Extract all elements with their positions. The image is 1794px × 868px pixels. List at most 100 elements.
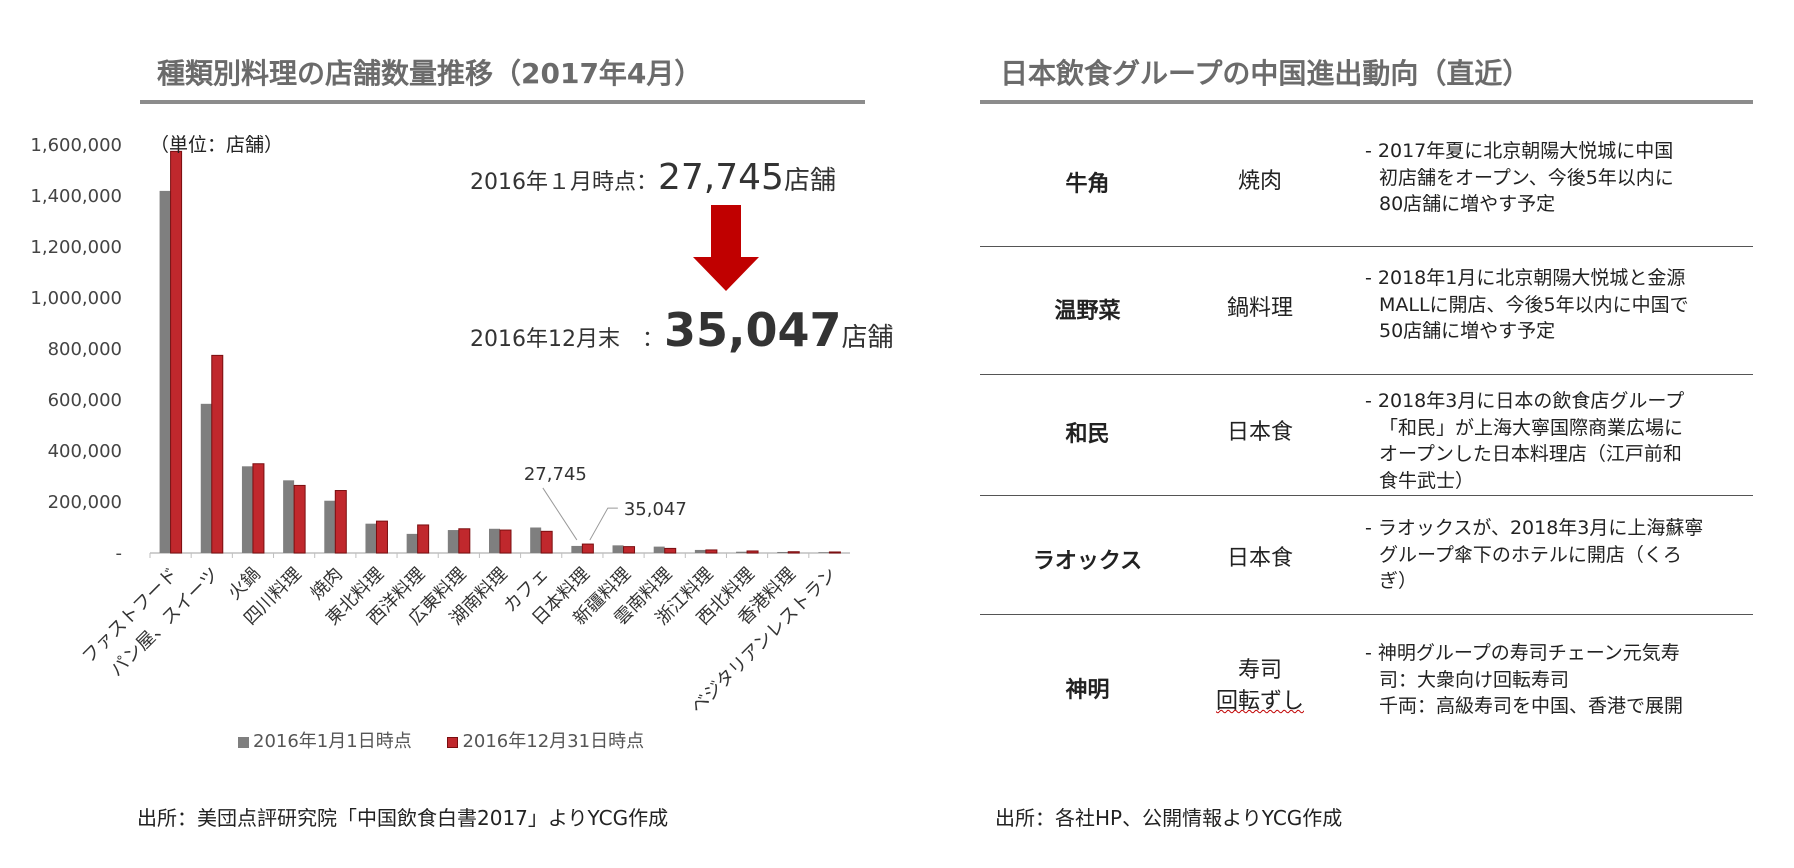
bar-jan-2016: [241, 466, 253, 553]
bar-jan-2016: [571, 545, 583, 553]
legend-label-dec: 2016年12月31日時点: [462, 731, 645, 752]
desc-line: 80店舗に増やす予定: [1379, 193, 1556, 216]
row-description: - ラオックスが、2018年3月に上海蘇寧 グループ傘下のホテルに開店（くろ ぎ…: [1365, 515, 1740, 595]
cuisine-line: 日本食: [1226, 420, 1293, 445]
row-description: - 2017年夏に北京朝陽大悦城に中国 初店舗をオープン、今後5年以内に 80店…: [1365, 138, 1740, 218]
bar-jan-2016: [324, 500, 336, 553]
y-tick-label: 600,000: [48, 390, 122, 411]
bar-jan-2016: [612, 545, 624, 553]
y-tick-label: 400,000: [48, 441, 122, 462]
row-description: - 神明グループの寿司チェーン元気寿 司：大衆向け回転寿司 千両：高級寿司を中国…: [1365, 640, 1740, 720]
legend-swatch-red: [447, 736, 459, 748]
bar-dec-2016: [540, 530, 553, 554]
desc-line: 千両：高級寿司を中国、香港で展開: [1379, 695, 1684, 718]
kpi-dec: 2016年12月末 ：35,047店舗: [470, 303, 894, 357]
annotation-leader: [589, 507, 618, 541]
cuisine-line: 鍋料理: [1226, 296, 1293, 321]
bar-dec-2016: [417, 524, 430, 554]
kpi-jan-label: 2016年１月時点：: [470, 170, 658, 195]
cuisine-line: 寿司: [1237, 658, 1282, 683]
bar-jan-2016: [200, 403, 212, 553]
bar-chart: - 200,000 400,000 600,000 800,000 1,000,000 1,…: [30, 135, 850, 718]
bar-dec-2016: [334, 490, 347, 554]
y-tick-label: 1,400,000: [30, 186, 122, 207]
y-tick-label: 200,000: [48, 492, 122, 513]
bar-dec-2016: [705, 549, 718, 554]
bar-dec-2016: [828, 551, 841, 554]
desc-line: - 2017年夏に北京朝陽大悦城に中国: [1365, 140, 1674, 162]
legend-swatch-gray: [238, 736, 249, 748]
kpi-dec-label: 2016年12月末 ：: [470, 327, 664, 352]
cuisine-type: 日本食: [1185, 418, 1335, 449]
desc-line: - 神明グループの寿司チェーン元気寿: [1365, 642, 1680, 664]
desc-line: 50店舗に増やす予定: [1379, 320, 1556, 343]
bar-dec-2016: [252, 463, 265, 554]
desc-line: オープンした日本料理店（江戸前和: [1379, 443, 1682, 466]
bar-jan-2016: [365, 523, 377, 553]
brand-name: 牛角: [1065, 172, 1110, 197]
bar-dec-2016: [375, 520, 388, 554]
bar-jan-2016: [283, 480, 295, 553]
bar-jan-2016: [694, 549, 706, 553]
table-row: 和民 日本食 - 2018年3月に日本の飲食店グループ 「和民」が上海大寧国際商…: [980, 388, 1753, 496]
right-source: 出所：各社HP、公開情報よりYCG作成: [995, 806, 1343, 830]
table-row: 温野菜 鍋料理 - 2018年1月に北京朝陽大悦城と金源 MALLに開店、今後5…: [980, 265, 1753, 373]
cuisine-type: 鍋料理: [1185, 294, 1335, 325]
desc-line: グループ傘下のホテルに開店（くろ: [1379, 543, 1682, 566]
table-row: 神明 寿司 回転ずし - 神明グループの寿司チェーン元気寿 司：大衆向け回転寿司…: [980, 640, 1753, 740]
kpi-dec-value: 35,047: [663, 303, 842, 357]
desc-line: - 2018年3月に日本の飲食店グループ: [1365, 390, 1685, 412]
desc-line: MALLに開店、今後5年以内に中国で: [1379, 293, 1689, 316]
bar-jan-2016: [447, 530, 459, 553]
right-title-rule: [980, 100, 1753, 104]
bar-jan-2016: [777, 551, 789, 553]
annotation-leader: [542, 487, 578, 541]
cuisine-line: 日本食: [1226, 546, 1293, 571]
brand-name: 和民: [1065, 422, 1110, 447]
desc-line: 司：大衆向け回転寿司: [1379, 668, 1570, 691]
bar-dec-2016: [746, 550, 759, 554]
left-title: 種類別料理の店舗数量推移（2017年4月）: [157, 57, 703, 90]
y-tick-label: -: [116, 543, 123, 564]
bar-jan-2016: [736, 551, 748, 553]
chart-legend: 2016年1月1日時点 2016年12月31日時点: [238, 727, 674, 753]
desc-line: ぎ）: [1379, 570, 1418, 593]
bar-dec-2016: [170, 150, 183, 554]
bar-jan-2016: [489, 528, 500, 553]
desc-line: 「和民」が上海大寧国際商業広場に: [1379, 416, 1684, 439]
cuisine-type: 焼肉: [1185, 167, 1335, 198]
legend-item-jan: 2016年1月1日時点: [238, 731, 412, 752]
desc-line: - ラオックスが、2018年3月に上海蘇寧: [1365, 517, 1704, 539]
kpi-jan-value: 27,745: [658, 157, 784, 198]
y-tick-label: 1,200,000: [30, 237, 122, 258]
table-row: ラオックス 日本食 - ラオックスが、2018年3月に上海蘇寧 グループ傘下のホ…: [980, 515, 1753, 611]
kpi-jan: 2016年１月時点：27,745店舗: [470, 157, 836, 198]
y-tick-label: 800,000: [48, 339, 122, 360]
bar-dec-2016: [293, 484, 306, 554]
bar-dec-2016: [211, 354, 224, 554]
left-title-rule: [140, 100, 865, 104]
row-divider: [980, 495, 1753, 496]
brand-name: ラオックス: [1032, 549, 1143, 574]
data-label: 27,745: [524, 464, 587, 485]
data-label: 35,047: [624, 499, 687, 520]
right-title: 日本飲食グループの中国進出動向（直近）: [1000, 57, 1531, 90]
bar-dec-2016: [664, 547, 677, 554]
down-arrow-icon: [693, 205, 759, 291]
bar-jan-2016: [818, 552, 830, 553]
desc-line: 初店舗をオープン、今後5年以内に: [1379, 166, 1674, 189]
cuisine-line: 回転ずし: [1215, 688, 1304, 714]
bar-dec-2016: [623, 546, 636, 554]
bar-dec-2016: [458, 528, 471, 554]
legend-label-jan: 2016年1月1日時点: [253, 731, 412, 752]
row-divider: [980, 246, 1753, 247]
cuisine-type: 寿司 回転ずし: [1185, 656, 1335, 718]
brand-name: 温野菜: [1054, 299, 1121, 324]
kpi-dec-unit: 店舗: [841, 323, 894, 353]
kpi-jan-unit: 店舗: [783, 166, 836, 196]
bar-jan-2016: [406, 533, 418, 553]
row-description: - 2018年1月に北京朝陽大悦城と金源 MALLに開店、今後5年以内に中国で …: [1365, 265, 1740, 345]
brand-name: 神明: [1065, 678, 1110, 703]
y-tick-label: 1,600,000: [30, 135, 122, 156]
bar-dec-2016: [787, 551, 800, 554]
